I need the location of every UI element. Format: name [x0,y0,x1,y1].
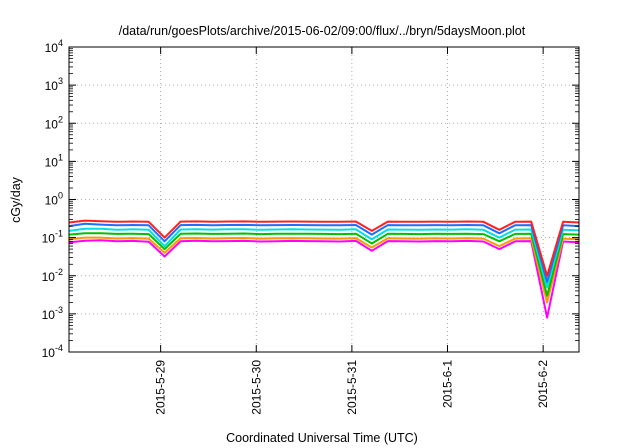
x-axis-label: Coordinated Universal Time (UTC) [226,431,418,445]
x-tick-label: 2015-5-31 [345,360,359,415]
chart-title: /data/run/goesPlots/archive/2015-06-02/0… [119,24,526,38]
y-tick-label: 102 [45,114,63,131]
y-axis-ticks: 10-4 10-3 10-2 10-1 100 101 102 103 104 [42,38,579,360]
x-tick-label: 2015-5-29 [154,360,168,415]
y-tick-label: 103 [45,76,63,93]
series-line [68,236,580,304]
y-tick-label: 10-2 [42,267,63,284]
y-axis-label: cGy/day [9,176,23,223]
x-tick-label: 2015-5-30 [249,360,263,415]
y-tick-label: 10-4 [42,343,63,360]
series-line [68,219,580,277]
grid [69,47,579,352]
series-line [68,239,580,319]
x-axis-ticks: 2015-5-29 2015-5-30 2015-5-31 2015-6-1 2015-… [154,47,550,415]
series-line [68,227,580,289]
y-tick-label: 104 [45,38,63,55]
series-group [68,219,580,319]
x-tick-label: 2015-6-1 [441,360,455,408]
y-tick-label: 10-3 [42,305,63,322]
y-tick-label: 101 [45,152,63,169]
series-line [68,222,580,283]
x-tick-label: 2015-6-2 [536,360,550,408]
series-line [68,232,580,297]
y-tick-label: 100 [45,191,63,208]
y-tick-label: 10-1 [42,229,63,246]
